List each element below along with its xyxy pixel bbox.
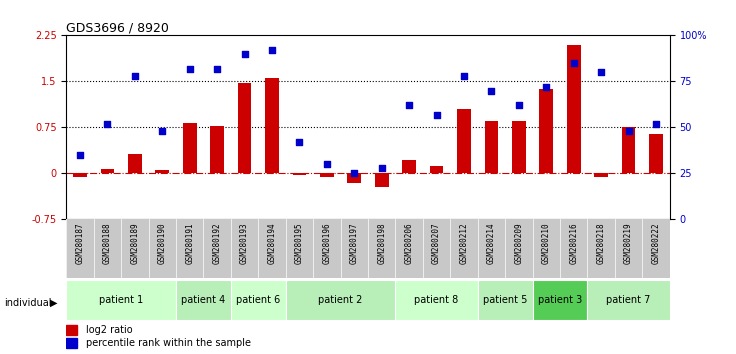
Point — [568, 60, 580, 66]
Point — [595, 69, 607, 75]
Bar — [595, 173, 608, 177]
Point — [513, 103, 525, 108]
Point — [486, 88, 498, 93]
Bar — [512, 121, 526, 173]
Point — [376, 165, 388, 171]
Bar — [533, 280, 587, 320]
Text: GSM280222: GSM280222 — [651, 222, 660, 264]
Bar — [484, 121, 498, 173]
Bar — [265, 78, 279, 173]
Point — [156, 128, 168, 134]
Text: GSM280210: GSM280210 — [542, 222, 551, 264]
Text: GSM280214: GSM280214 — [487, 222, 496, 264]
Text: patient 4: patient 4 — [181, 295, 225, 305]
Text: GSM280193: GSM280193 — [240, 222, 249, 264]
Bar — [622, 127, 635, 173]
Text: GSM280218: GSM280218 — [597, 222, 606, 264]
Bar — [292, 173, 306, 175]
Text: percentile rank within the sample: percentile rank within the sample — [85, 338, 250, 348]
Bar — [375, 173, 389, 187]
Bar — [66, 280, 176, 320]
Point — [294, 139, 305, 145]
Bar — [66, 325, 77, 335]
Bar — [567, 45, 581, 173]
Text: individual: individual — [4, 298, 52, 308]
Text: patient 2: patient 2 — [319, 295, 363, 305]
Bar — [539, 89, 553, 173]
Text: GSM280189: GSM280189 — [130, 222, 139, 264]
Bar — [286, 280, 395, 320]
Bar — [231, 280, 286, 320]
Bar — [183, 123, 197, 173]
Text: GSM280216: GSM280216 — [569, 222, 578, 264]
Point — [348, 171, 360, 176]
Text: ▶: ▶ — [50, 298, 57, 308]
Bar — [320, 173, 333, 177]
Text: patient 5: patient 5 — [483, 295, 528, 305]
Bar — [347, 173, 361, 183]
Text: GSM280195: GSM280195 — [295, 222, 304, 264]
Point — [540, 84, 552, 90]
Bar — [101, 169, 114, 173]
Text: GSM280187: GSM280187 — [76, 222, 85, 264]
Text: patient 3: patient 3 — [538, 295, 582, 305]
Bar — [128, 154, 141, 173]
Bar — [73, 173, 87, 177]
Point — [650, 121, 662, 127]
Text: patient 1: patient 1 — [99, 295, 144, 305]
Text: GSM280190: GSM280190 — [158, 222, 167, 264]
Point — [129, 73, 141, 79]
Text: log2 ratio: log2 ratio — [85, 325, 132, 335]
Point — [431, 112, 442, 118]
Text: GSM280212: GSM280212 — [459, 222, 469, 264]
Bar — [66, 338, 77, 348]
Bar — [478, 280, 533, 320]
Text: patient 8: patient 8 — [414, 295, 459, 305]
Text: GSM280188: GSM280188 — [103, 222, 112, 264]
Text: GSM280191: GSM280191 — [185, 222, 194, 264]
Bar — [210, 126, 224, 173]
Point — [238, 51, 250, 57]
Text: GSM280219: GSM280219 — [624, 222, 633, 264]
Text: GSM280206: GSM280206 — [405, 222, 414, 264]
Bar — [430, 166, 443, 173]
Bar — [403, 160, 416, 173]
Text: GSM280196: GSM280196 — [322, 222, 331, 264]
Bar — [649, 133, 663, 173]
Text: GDS3696 / 8920: GDS3696 / 8920 — [66, 21, 169, 34]
Point — [74, 152, 86, 158]
Point — [623, 128, 634, 134]
Text: GSM280197: GSM280197 — [350, 222, 358, 264]
Bar — [238, 82, 252, 173]
Text: GSM280209: GSM280209 — [514, 222, 523, 264]
Point — [266, 47, 278, 53]
Bar — [176, 280, 231, 320]
Text: patient 7: patient 7 — [606, 295, 651, 305]
Point — [458, 73, 470, 79]
Text: GSM280207: GSM280207 — [432, 222, 441, 264]
Bar — [587, 280, 670, 320]
Text: GSM280198: GSM280198 — [378, 222, 386, 264]
Text: patient 6: patient 6 — [236, 295, 280, 305]
Point — [184, 66, 196, 72]
Text: GSM280194: GSM280194 — [267, 222, 277, 264]
Bar — [395, 280, 478, 320]
Point — [211, 66, 223, 72]
Bar — [155, 170, 169, 173]
Point — [403, 103, 415, 108]
Point — [102, 121, 113, 127]
Point — [321, 161, 333, 167]
Text: GSM280192: GSM280192 — [213, 222, 222, 264]
Bar — [457, 109, 471, 173]
